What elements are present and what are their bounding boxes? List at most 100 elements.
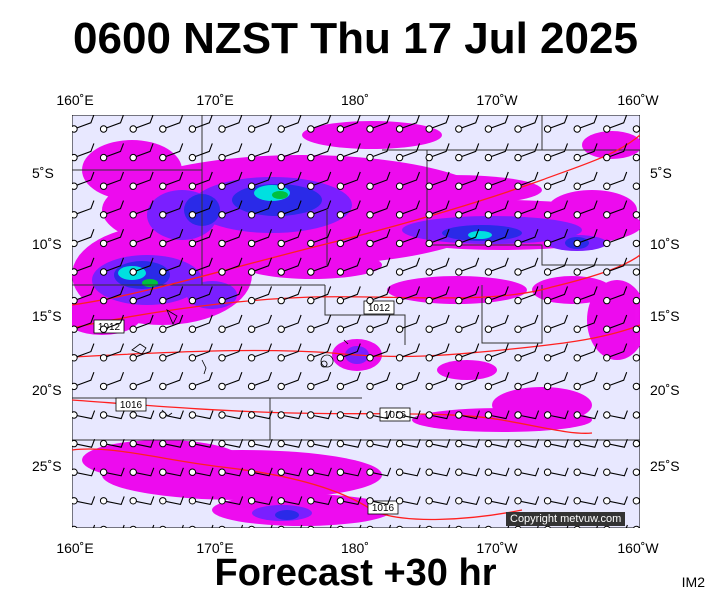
wind-barb-station (188, 229, 213, 248)
wind-barb-station (336, 343, 361, 362)
wind-barb-station (573, 467, 599, 477)
wind-barb-station (277, 496, 303, 506)
wind-barb-station (514, 524, 540, 528)
wind-barb-station (514, 171, 539, 190)
wind-barb-station (72, 286, 95, 305)
wind-barb-station (455, 524, 480, 528)
isobar-label-4-text: 1016 (384, 410, 407, 421)
wind-barb-station (543, 372, 569, 391)
lat-label-left-20s: 20˚S (32, 382, 62, 398)
wind-barb-station (484, 410, 510, 420)
wind-barb-station (425, 286, 450, 305)
wind-barb-station (425, 314, 450, 333)
wind-barb-station (72, 372, 95, 391)
wind-barb-station (514, 496, 540, 506)
lon-label-top-160e: 160˚E (56, 92, 94, 108)
wind-barb-station (129, 143, 154, 162)
wind-barb-station (632, 268, 640, 276)
wind-barb-station (514, 229, 539, 248)
lat-label-right-15s: 15˚S (650, 308, 680, 324)
wind-barbs (72, 115, 640, 528)
wind-barb-station (129, 257, 154, 276)
wind-barb-station (543, 200, 569, 219)
wind-barb-station (425, 257, 450, 276)
wind-barb-station (188, 496, 214, 506)
wind-barb-station (277, 439, 303, 448)
wind-barb-station (336, 200, 361, 219)
isobar-label-2-text: 1012 (368, 303, 391, 314)
wind-barb-station (455, 257, 480, 276)
wind-barb-station (188, 200, 213, 219)
wind-barb-station (455, 372, 480, 391)
wind-barb-station (159, 496, 184, 506)
wind-barb-station (603, 372, 628, 391)
wind-barb-station (603, 200, 628, 219)
wind-barb-station (455, 343, 480, 362)
wind-barb-station (307, 314, 332, 333)
islands (131, 309, 349, 417)
wind-barb-station (573, 439, 599, 448)
wind-barb-station (307, 286, 332, 305)
wind-barb-station (218, 115, 243, 133)
wind-barb-station (543, 229, 569, 248)
wind-barb-station (366, 439, 392, 448)
wind-barb-station (543, 286, 569, 305)
wind-barb-station (277, 143, 302, 162)
wind-barb-station (514, 286, 539, 305)
wind-barb-station (366, 467, 392, 477)
wind-barb-station (484, 143, 509, 162)
wind-barb-station (455, 496, 480, 506)
wind-barb-station (455, 439, 480, 448)
wind-barb-station (336, 143, 361, 162)
wind-barb-station (603, 257, 628, 276)
wind-barb-station (543, 314, 569, 333)
wind-barb-station (455, 115, 480, 133)
wind-barb-station (159, 524, 184, 528)
forecast-subtitle: Forecast +30 hr (214, 552, 497, 594)
wind-barb-station (632, 239, 640, 248)
wind-barb-station (188, 171, 213, 190)
wind-barb-station (72, 200, 95, 219)
wind-barb-station (543, 115, 569, 133)
wind-barb-station (188, 343, 213, 362)
wind-barb-station (218, 286, 243, 305)
wind-barb-station (484, 496, 510, 506)
wind-barb-station (632, 296, 640, 305)
wind-barb-station (425, 410, 451, 420)
wind-barb-station (159, 229, 184, 248)
wind-barb-station (514, 143, 539, 162)
wind-barb-station (72, 524, 96, 528)
isobar-label-2: 1012 (363, 300, 395, 315)
wind-barb-station (72, 171, 95, 190)
wind-barb-station (573, 496, 599, 506)
wind-barb-station (72, 229, 95, 248)
wind-barb-station (366, 143, 391, 162)
wind-barb-station (129, 524, 155, 528)
wind-barb-station (129, 496, 155, 506)
wind-barb-station (603, 439, 628, 448)
wind-barb-station (336, 524, 362, 528)
wind-barb-station (99, 200, 125, 219)
wind-barb-station (99, 410, 125, 420)
wind-barb-station (247, 496, 273, 506)
wind-barb-station (129, 372, 154, 391)
wind-barb-station (277, 410, 303, 420)
wind-barb-station (247, 314, 273, 333)
wind-barb-station (129, 343, 154, 362)
lat-label-right-25s: 25˚S (650, 458, 680, 474)
wind-barb-station (543, 410, 569, 420)
wind-barb-station (366, 496, 392, 506)
wind-barb-station (395, 439, 421, 448)
wind-barb-station (425, 229, 450, 248)
wind-barb-station (247, 467, 273, 477)
wind-barb-station (99, 171, 125, 190)
wind-barb-station (218, 524, 244, 528)
wind-barb-station (514, 343, 539, 362)
wind-barb-station (395, 257, 421, 276)
wind-barb-station (218, 143, 243, 162)
wind-barb-station (573, 143, 598, 162)
wind-barb-station (573, 171, 598, 190)
wind-barb-station (307, 171, 332, 190)
wind-barb-station (632, 354, 640, 362)
wind-barb-station (247, 372, 273, 391)
